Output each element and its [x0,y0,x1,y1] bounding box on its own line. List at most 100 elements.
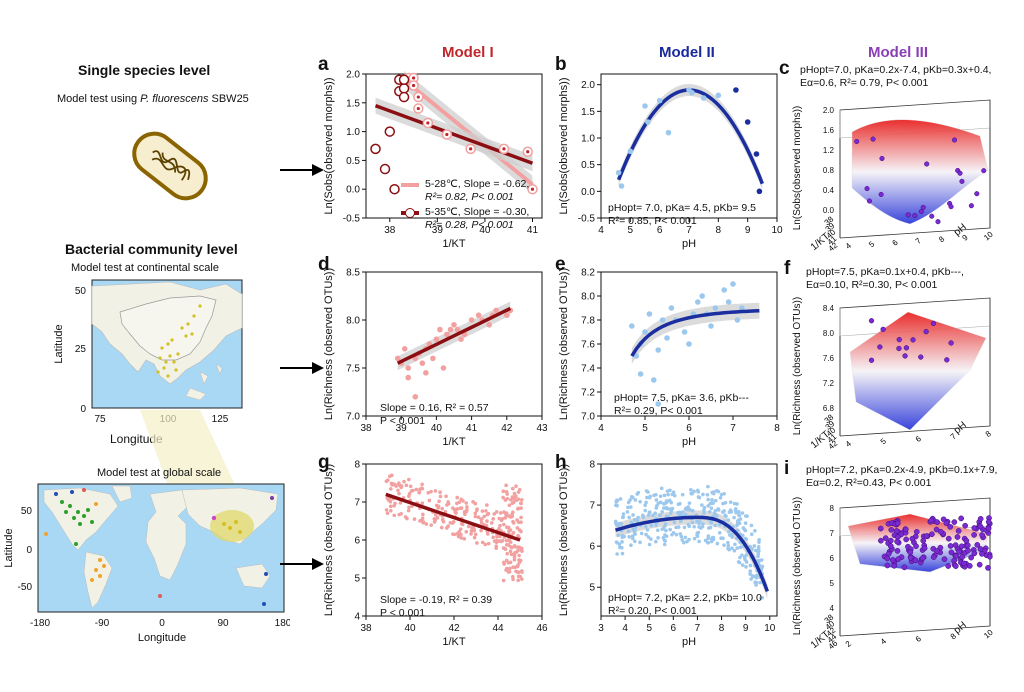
china-outline [119,295,217,361]
data-point [913,528,920,535]
data-point [386,498,391,502]
sub-italic: P. fluorescens [140,93,209,105]
data-point [659,317,666,323]
data-point [664,534,669,539]
data-point [656,535,660,540]
y-tick-label: 5 [867,239,877,249]
data-point [919,555,926,562]
y-tick-label: 7.6 [581,340,595,351]
data-point [723,513,727,517]
data-point [621,512,626,516]
data-point [421,520,425,525]
data-point [661,536,666,540]
data-point [517,558,521,562]
y-tick-label: 0.5 [581,160,595,171]
data-point [618,183,625,189]
data-point [685,539,689,544]
data-point [473,514,478,519]
data-point [744,537,749,541]
annotation-e-line2: R²= 0.29, P< 0.001 [614,405,703,417]
data-point [479,520,484,525]
data-point [878,191,884,198]
data-point [637,371,644,377]
model3-title: Model III [868,44,928,61]
x-axis-label: 1/KT [442,436,466,448]
data-point [986,553,993,560]
data-point [409,489,414,493]
chart-a: 38 39 40 41 -0.5 0.0 0.5 1.0 1.5 2.0 1/KT Ln(Sobs(o… [323,70,543,250]
data-point [728,500,733,504]
data-point [713,508,718,513]
data-point [645,495,649,500]
data-point [501,489,506,494]
data-point [646,513,651,517]
y-tick-label: 7 [589,501,595,512]
y-tick-label: -0.5 [578,214,596,225]
data-point [738,545,743,550]
data-point [976,561,983,568]
data-point [971,525,978,531]
y-tick-label: 1.5 [346,98,360,109]
y-axis-label: Ln(Sobs(observed morphs)) [558,78,570,215]
data-point [397,491,401,496]
data-point [909,535,916,542]
data-point [955,528,962,534]
data-point [979,532,985,538]
data-point [444,331,450,338]
data-point [948,340,954,346]
chart-g: 38 40 42 44 46 4 5 6 7 8 1/KT Ln(Richness (observed… [323,460,548,649]
data-point [923,328,929,335]
data-point [500,538,505,543]
data-point [918,354,924,360]
z-tick-label: 6.8 [823,404,835,413]
data-point [977,516,984,522]
data-point [870,136,876,142]
data-point [756,548,761,552]
data-point [494,510,499,514]
arrow-icon-row2 [280,362,324,374]
data-point [631,513,635,517]
data-point [753,548,758,553]
data-point [697,539,701,544]
data-point [700,503,704,507]
data-point [459,521,464,526]
data-point [717,522,722,527]
data-point [921,545,928,552]
data-point [690,520,695,525]
x-tick-label: 40 [404,623,416,634]
data-point [412,517,417,521]
map2-xlabel: Longitude [138,632,186,644]
data-point [705,540,710,545]
data-point [451,322,457,328]
data-point [447,326,454,333]
data-point [734,536,739,541]
data-point [505,551,510,556]
data-point [928,517,935,524]
map2-ylabel: Latitude [3,528,15,567]
point-5-28-center [530,187,535,191]
y-tick-label: 10 [982,229,995,242]
data-point [626,500,631,505]
data-point [676,525,681,529]
x-tick-label: 5 [642,423,648,434]
data-point [749,523,754,528]
data-point [929,213,935,219]
data-point [433,513,438,517]
data-point [511,519,515,524]
data-point [738,517,743,521]
data-point [884,562,891,569]
data-point [615,169,622,176]
data-point [709,521,714,525]
data-point [940,516,947,523]
data-point [504,558,509,563]
y-tick-label: 4 [844,439,854,449]
data-point [918,208,924,215]
data-point [516,574,521,579]
y-tick-label: 6 [914,434,924,444]
point-5-28-center [411,76,416,80]
data-point [638,540,642,545]
annotation-e-line1: pHopt= 7.5, pKa= 3.6, pKb--- [614,392,749,404]
data-point [951,137,958,143]
data-point [504,312,510,318]
data-point [504,483,508,488]
